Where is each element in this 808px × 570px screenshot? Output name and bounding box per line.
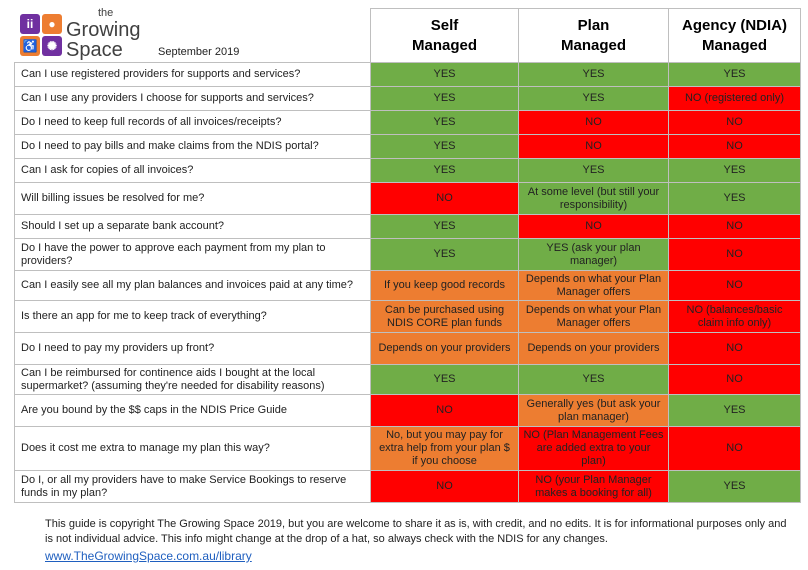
table-row: Will billing issues be resolved for me? N… <box>14 182 801 215</box>
answer-plan: YES <box>518 62 669 87</box>
header-self: Self Managed <box>370 8 519 63</box>
answer-self: YES <box>370 86 519 111</box>
table-row: Do I, or all my providers have to make S… <box>14 470 801 503</box>
question-cell: Do I have the power to approve each paym… <box>14 238 371 271</box>
question-cell: Do I need to pay bills and make claims f… <box>14 134 371 159</box>
question-cell: Can I ask for copies of all invoices? <box>14 158 371 183</box>
answer-plan: NO <box>518 110 669 135</box>
answer-agency: YES <box>668 182 801 215</box>
answer-self: YES <box>370 364 519 395</box>
answer-self: NO <box>370 394 519 427</box>
table-row: Do I need to keep full records of all in… <box>14 110 801 135</box>
header-agency: Agency (NDIA) Managed <box>668 8 801 63</box>
header-plan: Plan Managed <box>518 8 669 63</box>
answer-plan: Depends on what your Plan Manager offers <box>518 270 669 301</box>
answer-agency: NO (balances/basic claim info only) <box>668 300 801 333</box>
answer-agency: YES <box>668 470 801 503</box>
answer-self: NO <box>370 470 519 503</box>
question-cell: Can I use any providers I choose for sup… <box>14 86 371 111</box>
question-cell: Will billing issues be resolved for me? <box>14 182 371 215</box>
answer-self: Can be purchased using NDIS CORE plan fu… <box>370 300 519 333</box>
question-cell: Can I be reimbursed for continence aids … <box>14 364 371 395</box>
answer-self: NO <box>370 182 519 215</box>
answer-self: Depends on your providers <box>370 332 519 365</box>
question-cell: Can I easily see all my plan balances an… <box>14 270 371 301</box>
answer-agency: YES <box>668 158 801 183</box>
answer-agency: NO <box>668 110 801 135</box>
answer-plan: Depends on your providers <box>518 332 669 365</box>
answer-self: YES <box>370 134 519 159</box>
table-row: Can I easily see all my plan balances an… <box>14 270 801 301</box>
answer-plan: YES (ask your plan manager) <box>518 238 669 271</box>
answer-self: If you keep good records <box>370 270 519 301</box>
table-row: Can I use any providers I choose for sup… <box>14 86 801 111</box>
answer-agency: NO <box>668 270 801 301</box>
table-row: Should I set up a separate bank account?… <box>14 214 801 239</box>
comparison-table: Self Managed Plan Managed Agency (NDIA) Man… <box>14 8 801 503</box>
table-row: Do I have the power to approve each paym… <box>14 238 801 271</box>
table-row: Do I need to pay bills and make claims f… <box>14 134 801 159</box>
question-cell: Should I set up a separate bank account? <box>14 214 371 239</box>
answer-self: YES <box>370 110 519 135</box>
footer-note: This guide is copyright The Growing Spac… <box>45 518 787 545</box>
answer-plan: NO <box>518 134 669 159</box>
website-link[interactable]: www.TheGrowingSpace.com.au/library <box>45 549 252 563</box>
question-cell: Do I, or all my providers have to make S… <box>14 470 371 503</box>
table-row: Are you bound by the $$ caps in the NDIS… <box>14 394 801 427</box>
question-cell: Is there an app for me to keep track of … <box>14 300 371 333</box>
table-row: Do I need to pay my providers up front? D… <box>14 332 801 365</box>
answer-agency: NO <box>668 134 801 159</box>
question-cell: Do I need to pay my providers up front? <box>14 332 371 365</box>
answer-agency: NO <box>668 238 801 271</box>
answer-plan: YES <box>518 158 669 183</box>
answer-plan: NO <box>518 214 669 239</box>
answer-agency: NO <box>668 214 801 239</box>
table-row: Can I ask for copies of all invoices? YES… <box>14 158 801 183</box>
answer-self: YES <box>370 62 519 87</box>
question-cell: Can I use registered providers for suppo… <box>14 62 371 87</box>
table-row: Can I be reimbursed for continence aids … <box>14 364 801 395</box>
answer-agency: NO <box>668 364 801 395</box>
question-cell: Do I need to keep full records of all in… <box>14 110 371 135</box>
question-cell: Are you bound by the $$ caps in the NDIS… <box>14 394 371 427</box>
answer-agency: NO <box>668 332 801 365</box>
table-row: Can I use registered providers for suppo… <box>14 62 801 87</box>
answer-plan: NO (your Plan Manager makes a booking fo… <box>518 470 669 503</box>
answer-self: YES <box>370 214 519 239</box>
answer-agency: YES <box>668 62 801 87</box>
answer-agency: YES <box>668 394 801 427</box>
question-cell: Does it cost me extra to manage my plan … <box>14 426 371 471</box>
footer: This guide is copyright The Growing Spac… <box>45 517 790 563</box>
answer-plan: NO (Plan Management Fees are added extra… <box>518 426 669 471</box>
header-blank <box>14 8 371 63</box>
answer-self: No, but you may pay for extra help from … <box>370 426 519 471</box>
answer-plan: YES <box>518 364 669 395</box>
answer-self: YES <box>370 238 519 271</box>
answer-plan: Depends on what your Plan Manager offers <box>518 300 669 333</box>
answer-agency: NO <box>668 426 801 471</box>
table-row: Does it cost me extra to manage my plan … <box>14 426 801 471</box>
header-row: Self Managed Plan Managed Agency (NDIA) Man… <box>14 8 801 63</box>
answer-agency: NO (registered only) <box>668 86 801 111</box>
answer-self: YES <box>370 158 519 183</box>
answer-plan: Generally yes (but ask your plan manager… <box>518 394 669 427</box>
table-row: Is there an app for me to keep track of … <box>14 300 801 333</box>
answer-plan: YES <box>518 86 669 111</box>
answer-plan: At some level (but still your responsibi… <box>518 182 669 215</box>
